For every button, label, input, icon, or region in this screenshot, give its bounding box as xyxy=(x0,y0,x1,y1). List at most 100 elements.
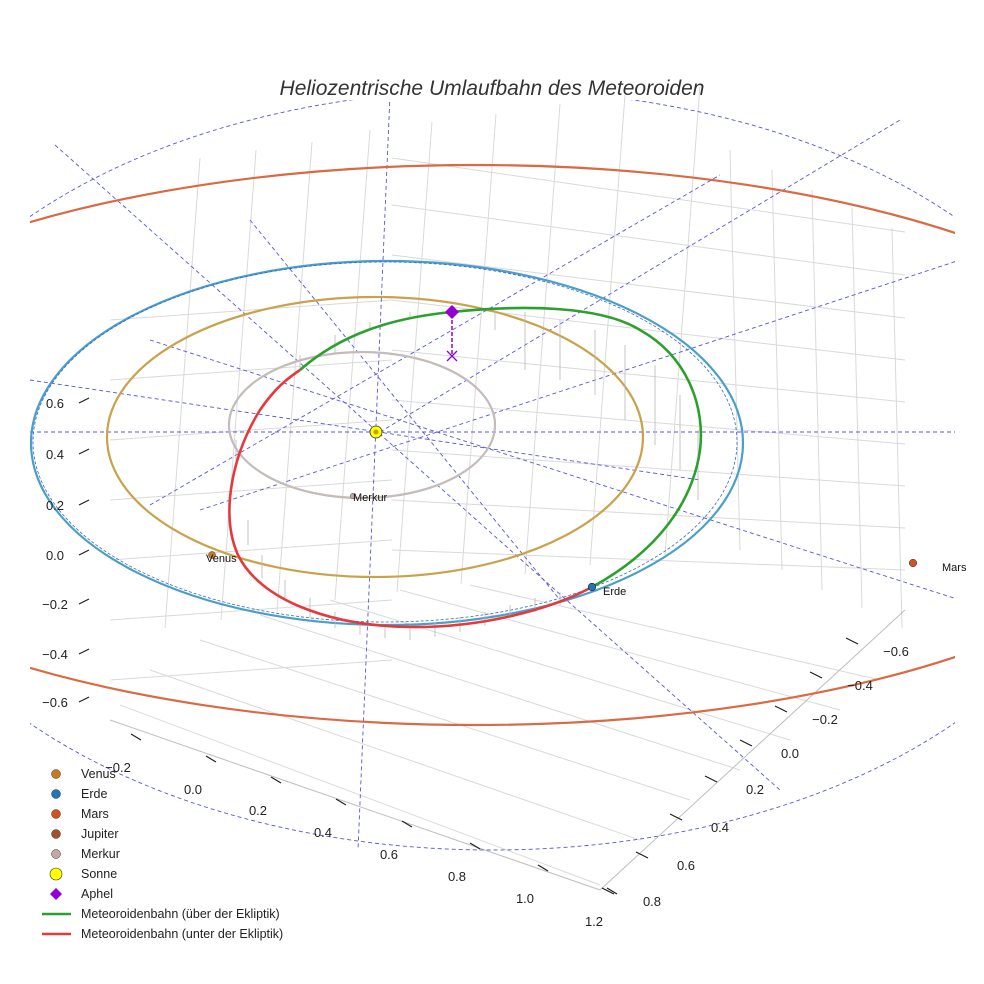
x-tick-mark-6 xyxy=(537,864,549,872)
label-mars: Mars xyxy=(942,562,967,574)
label-venus: Venus xyxy=(206,553,237,565)
legend-item-erde[interactable]: Erde xyxy=(51,787,108,801)
grid-line-floor-4 xyxy=(329,599,791,741)
grid-line-lwall-3 xyxy=(109,479,393,501)
grid-line-right-3 xyxy=(851,207,863,609)
y-tick-label-2: 0.4 xyxy=(711,820,729,835)
axis-grid xyxy=(109,84,906,891)
legend-sonne-label: Sonne xyxy=(81,867,117,881)
x-tick-mark-7 xyxy=(606,887,618,895)
legend-venus-marker xyxy=(51,769,61,779)
y-tick-label-0: 0.8 xyxy=(643,894,661,909)
grid-line-rwall-8 xyxy=(391,549,906,571)
orbit-mars xyxy=(30,163,955,727)
planet-orbits xyxy=(30,163,955,727)
grid-line-lwall-1 xyxy=(109,359,393,381)
ecliptic-reference-lines xyxy=(30,100,955,851)
ecliptic-line-3 xyxy=(149,174,721,506)
legend-item-below-ecliptic[interactable]: Meteoroidenbahn (unter der Ekliptik) xyxy=(42,927,283,941)
x-tick-label-2: 0.2 xyxy=(249,803,267,818)
grid-line-back-0 xyxy=(164,157,201,629)
z-tick-mark-3 xyxy=(78,549,90,556)
aphel-marker xyxy=(445,305,459,319)
z-tick-mark-4 xyxy=(78,598,90,605)
z-tick-label-5: −0.4 xyxy=(42,647,68,662)
z-tick-mark-1 xyxy=(78,448,90,455)
x-tick-mark-1 xyxy=(205,755,217,763)
y-tick-mark-1 xyxy=(635,851,649,859)
x-tick-mark-3 xyxy=(335,798,347,806)
legend-item-mars[interactable]: Mars xyxy=(51,807,109,821)
y-tick-mark-6 xyxy=(809,671,823,679)
meteoroid-orbit-below xyxy=(228,368,593,629)
x-tick-label-0: −0.2 xyxy=(105,760,131,775)
legend-above-label: Meteoroidenbahn (über der Ekliptik) xyxy=(81,907,280,921)
ecliptic-line-6 xyxy=(249,219,561,601)
grid-line-floor-2 xyxy=(199,639,691,801)
legend-item-sonne[interactable]: Sonne xyxy=(49,867,117,881)
grid-line-floor-3 xyxy=(259,614,741,771)
grid-line-back-6 xyxy=(524,103,561,575)
orbit-merkur xyxy=(227,350,497,500)
orbit-erde xyxy=(30,259,744,627)
legend-item-merkur[interactable]: Merkur xyxy=(51,847,120,861)
legend-mars-marker xyxy=(51,809,61,819)
legend-merkur-marker xyxy=(51,849,61,859)
ecliptic-line-7 xyxy=(30,379,701,481)
legend-item-venus[interactable]: Venus xyxy=(51,767,116,781)
legend-item-above-ecliptic[interactable]: Meteoroidenbahn (über der Ekliptik) xyxy=(42,907,280,921)
grid-line-lwall-2 xyxy=(109,419,393,441)
grid-line-back-2 xyxy=(276,141,313,613)
aphel-projection-cross xyxy=(446,350,458,362)
y-tick-label-3: 0.2 xyxy=(746,782,764,797)
z-tick-label-3: 0.0 xyxy=(46,548,64,563)
ecliptic-line-8 xyxy=(379,119,901,433)
z-tick-label-6: −0.6 xyxy=(42,695,68,710)
label-erde: Erde xyxy=(603,586,626,598)
grid-line-rwall-4 xyxy=(391,349,906,403)
body-markers xyxy=(208,305,918,592)
grid-line-floor-6 xyxy=(469,584,881,681)
grid-line-rwall-1 xyxy=(391,204,906,276)
grid-line-rwall-6 xyxy=(391,449,906,487)
y-tick-label-6: −0.4 xyxy=(847,678,873,693)
legend-jupiter-label: Jupiter xyxy=(81,827,119,841)
grid-line-rwall-0 xyxy=(391,157,906,233)
z-tick-label-4: −0.2 xyxy=(42,597,68,612)
z-tick-label-0: 0.6 xyxy=(46,396,64,411)
x-tick-label-6: 1.0 xyxy=(516,891,534,906)
z-tick-label-2: 0.2 xyxy=(46,498,64,513)
x-tick-mark-2 xyxy=(270,776,282,784)
erde-marker xyxy=(587,582,597,592)
y-tick-mark-5 xyxy=(774,705,788,713)
legend: Venus Erde Mars Jupiter Merkur Sonne Aph… xyxy=(42,767,283,941)
legend-below-label: Meteoroidenbahn (unter der Ekliptik) xyxy=(81,927,283,941)
grid-line-lwall-4 xyxy=(109,539,393,561)
ecliptic-line-1 xyxy=(357,100,391,851)
legend-erde-label: Erde xyxy=(81,787,107,801)
ecliptic-outer-ring xyxy=(30,100,955,851)
grid-line-floor-1 xyxy=(149,669,641,841)
grid-line-back-8 xyxy=(664,84,701,556)
meteoroid-orbit xyxy=(228,306,703,629)
orbit-erde-projection xyxy=(32,261,738,623)
y-tick-mark-3 xyxy=(704,775,718,783)
grid-line-back-1 xyxy=(220,149,257,621)
legend-venus-label: Venus xyxy=(81,767,116,781)
grid-line-rwall-5 xyxy=(391,399,906,445)
legend-sonne-marker xyxy=(49,867,63,881)
orbit-venus xyxy=(105,295,645,579)
legend-aphel-marker xyxy=(50,888,62,900)
grid-line-lwall-6 xyxy=(109,659,393,681)
x-tick-mark-4 xyxy=(401,820,413,828)
axis-ticks: 0.6 0.4 0.2 0.0 −0.2 −0.4 −0.6 −0.2 0.0 0.2 0.4 0.6… xyxy=(42,396,909,929)
x-tick-label-1: 0.0 xyxy=(184,782,202,797)
venus-marker xyxy=(208,551,216,559)
legend-item-jupiter[interactable]: Jupiter xyxy=(51,827,119,841)
grid-line-back-3 xyxy=(334,129,371,601)
x-tick-label-5: 0.8 xyxy=(448,869,466,884)
y-tick-mark-0 xyxy=(601,887,615,895)
grid-line-lwall-0 xyxy=(109,299,393,321)
x-tick-label-3: 0.4 xyxy=(314,825,332,840)
legend-item-aphel[interactable]: Aphel xyxy=(50,887,113,901)
